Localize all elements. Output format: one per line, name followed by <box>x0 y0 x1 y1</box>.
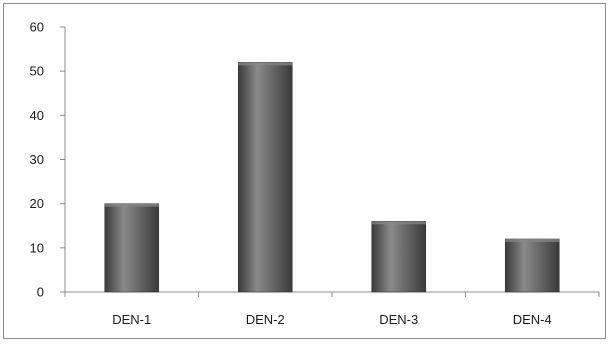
x-axis: DEN-1 DEN-2 DEN-3 DEN-4 <box>64 291 600 327</box>
bar-den-3 <box>371 221 427 293</box>
bar-top-edge <box>371 221 426 225</box>
bar-den-2 <box>237 62 293 293</box>
bars <box>104 62 560 293</box>
bar-top-edge <box>238 62 293 66</box>
y-tick-label: 50 <box>30 64 44 79</box>
y-axis: 0 10 20 30 40 50 60 <box>30 20 66 300</box>
x-category-label: DEN-1 <box>112 312 151 327</box>
x-category-label: DEN-3 <box>379 312 418 327</box>
x-category-label: DEN-2 <box>246 312 285 327</box>
bar-den-4 <box>504 238 560 293</box>
y-tick-label: 10 <box>30 240 44 255</box>
y-tick-label: 0 <box>37 285 44 300</box>
y-tick-label: 20 <box>30 196 44 211</box>
x-category-label: DEN-4 <box>513 312 552 327</box>
bar-den-1 <box>104 203 160 293</box>
y-tick-label: 40 <box>30 108 44 123</box>
bar-top-edge <box>104 203 159 207</box>
bar-top-edge <box>505 239 560 242</box>
y-tick-label: 30 <box>30 152 44 167</box>
y-tick-label: 60 <box>30 20 44 35</box>
